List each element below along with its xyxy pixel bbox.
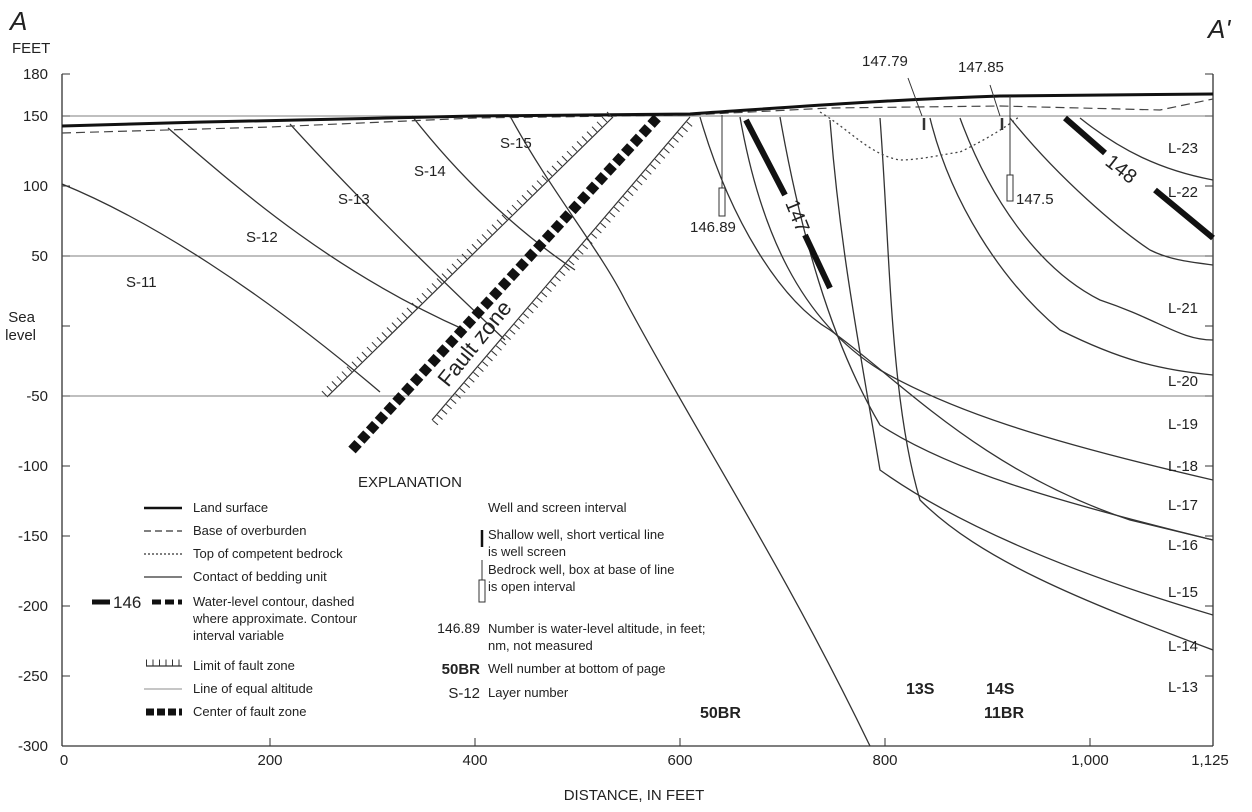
y-tick-50: 50: [31, 248, 48, 265]
legend-number-desc1: Number is water-level altitude, in feet;: [488, 621, 705, 636]
water-level-contours: [746, 118, 1213, 288]
legend-land-surface: Land surface: [193, 500, 268, 515]
layer-l-15: L-15: [1168, 584, 1198, 601]
legend-bedrock-well-line1: Bedrock well, box at base of line: [488, 562, 674, 577]
legend-bedrock-well-box: [479, 580, 485, 602]
legend-shallow-well-line1: Shallow well, short vertical line: [488, 527, 664, 542]
y-tick-minus100: -100: [18, 458, 48, 475]
x-ticks: [270, 738, 1090, 746]
y-tick-minus150: -150: [18, 528, 48, 545]
legend-sample-layer: S-12: [448, 685, 480, 702]
section-label-a: A: [8, 6, 27, 36]
legend-bedrock-well-line2: is open interval: [488, 579, 576, 594]
layer-l-20: L-20: [1168, 373, 1198, 390]
fault-zone-center: [352, 117, 658, 450]
top-of-competent-bedrock: [820, 112, 1020, 160]
y-tick-100: 100: [23, 178, 48, 195]
layer-l-17: L-17: [1168, 497, 1198, 514]
y-axis-unit-label: FEET: [12, 40, 50, 57]
layer-l-19: L-19: [1168, 416, 1198, 433]
legend-sample-well: 50BR: [442, 661, 481, 678]
legend-fault-limit: Limit of fault zone: [193, 658, 295, 673]
layer-s-12: S-12: [246, 229, 278, 246]
contour-label-148: 148: [1101, 151, 1141, 189]
y-tick-minus300: -300: [18, 738, 48, 755]
bedding-contacts: [62, 116, 1213, 746]
layer-l-22: L-22: [1168, 184, 1198, 201]
layer-l-21: L-21: [1168, 300, 1198, 317]
equal-altitude-lines: [62, 116, 1213, 396]
land-surface: [62, 94, 1213, 126]
layer-l-13: L-13: [1168, 679, 1198, 696]
contour-label-147: 147: [780, 197, 813, 236]
legend-bedrock: Top of competent bedrock: [193, 546, 343, 561]
x-tick-200: 200: [257, 752, 282, 769]
y-tick-level: level: [5, 327, 36, 344]
x-tick-400: 400: [462, 752, 487, 769]
layer-s-11: S-11: [126, 274, 157, 291]
y-tick-minus50: -50: [26, 388, 48, 405]
legend-contour-line2: where approximate. Contour: [192, 611, 358, 626]
legend-overburden: Base of overburden: [193, 523, 306, 538]
legend-contour-line1: Water-level contour, dashed: [193, 594, 354, 609]
fault-zone-limits: [324, 114, 693, 423]
y-ticks: [62, 74, 1213, 676]
water-level-147-85: 147.85: [958, 59, 1004, 76]
x-tick-1000: 1,000: [1071, 752, 1109, 769]
y-tick-180: 180: [23, 66, 48, 83]
legend-shallow-well-line2: is well screen: [488, 544, 566, 559]
water-level-146-89: 146.89: [690, 219, 736, 236]
layer-s-14: S-14: [414, 163, 446, 180]
layer-s-13: S-13: [338, 191, 370, 208]
water-level-147-5: 147.5: [1016, 191, 1054, 208]
x-tick-800: 800: [872, 752, 897, 769]
section-label-a-prime: A': [1206, 14, 1231, 44]
layer-l-23: L-23: [1168, 140, 1198, 157]
legend-well-header: Well and screen interval: [488, 500, 627, 515]
legend-contour-sample: 146: [113, 593, 141, 612]
legend-number-desc2: nm, not measured: [488, 638, 593, 653]
legend-equal-altitude: Line of equal altitude: [193, 681, 313, 696]
y-tick-150: 150: [23, 108, 48, 125]
legend-well-number-desc: Well number at bottom of page: [488, 661, 666, 676]
legend-fault-limit-symbol: [146, 663, 182, 666]
layer-s-15: S-15: [500, 135, 532, 152]
x-tick-600: 600: [667, 752, 692, 769]
y-tick-minus200: -200: [18, 598, 48, 615]
x-tick-1125: 1,125: [1191, 752, 1229, 769]
explanation-title: EXPLANATION: [358, 474, 462, 491]
layer-l-18: L-18: [1168, 458, 1198, 475]
y-tick-minus250: -250: [18, 668, 48, 685]
well-14s: 14S: [986, 681, 1015, 698]
legend-sample-number: 146.89: [437, 620, 480, 636]
water-level-147-79: 147.79: [862, 53, 908, 70]
layer-l-14: L-14: [1168, 638, 1198, 655]
legend-contact: Contact of bedding unit: [193, 569, 327, 584]
legend-contour-line3: interval variable: [193, 628, 284, 643]
legend-fault-center: Center of fault zone: [193, 704, 306, 719]
x-tick-0: 0: [60, 752, 68, 769]
explanation: EXPLANATION 146 Land surface Base of ove…: [92, 474, 705, 719]
well-13s: 13S: [906, 681, 935, 698]
y-tick-sea: Sea: [8, 309, 35, 326]
layer-l-16: L-16: [1168, 537, 1198, 554]
legend-layer-desc: Layer number: [488, 685, 569, 700]
well-11br: 11BR: [984, 705, 1024, 722]
well-50br: 50BR: [700, 705, 741, 722]
x-axis-title: DISTANCE, IN FEET: [564, 787, 705, 804]
